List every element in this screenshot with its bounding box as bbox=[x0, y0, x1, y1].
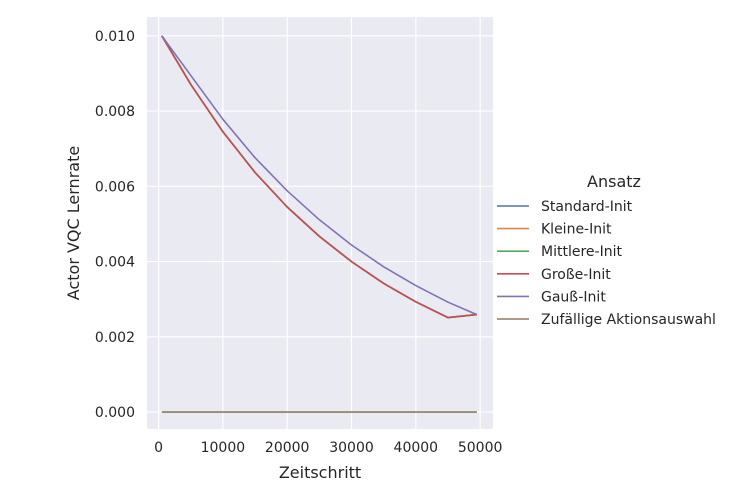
legend: Ansatz Standard-Init Kleine-Init Mittlere-… bbox=[497, 172, 716, 328]
x-tick-label: 30000 bbox=[329, 440, 374, 456]
series-line-4 bbox=[161, 35, 478, 316]
legend-item-label: Zufällige Aktionsauswahl bbox=[541, 312, 716, 328]
legend-item-label: Mittlere-Init bbox=[541, 244, 622, 260]
x-tick-label: 50000 bbox=[458, 440, 503, 456]
series-layer bbox=[161, 35, 478, 413]
x-tick-label: 0 bbox=[154, 440, 163, 456]
y-tick-label: 0.002 bbox=[95, 330, 135, 346]
x-tick-label: 10000 bbox=[201, 440, 246, 456]
legend-title: Ansatz bbox=[587, 172, 641, 191]
y-tick-label: 0.008 bbox=[95, 104, 135, 120]
y-tick-label: 0.004 bbox=[95, 255, 135, 271]
plot-area bbox=[147, 17, 493, 429]
y-tick-label: 0.010 bbox=[95, 29, 135, 45]
legend-item-label: Große-Init bbox=[541, 267, 611, 283]
x-tick-label: 40000 bbox=[394, 440, 439, 456]
x-tick-label: 20000 bbox=[265, 440, 310, 456]
x-axis-label: Zeitschritt bbox=[279, 463, 361, 482]
y-tick-label: 0.006 bbox=[95, 179, 135, 195]
y-tick-label: 0.000 bbox=[95, 405, 135, 421]
y-axis-label: Actor VQC Lernrate bbox=[64, 146, 83, 300]
legend-item-label: Standard-Init bbox=[541, 199, 633, 215]
legend-item-label: Gauß-Init bbox=[541, 289, 606, 305]
tick-labels: 0 10000 20000 30000 40000 50000 0.000 0.002 0.00… bbox=[95, 29, 503, 456]
legend-item-label: Kleine-Init bbox=[541, 222, 612, 238]
series-line-3 bbox=[161, 35, 477, 319]
grid bbox=[147, 17, 493, 429]
